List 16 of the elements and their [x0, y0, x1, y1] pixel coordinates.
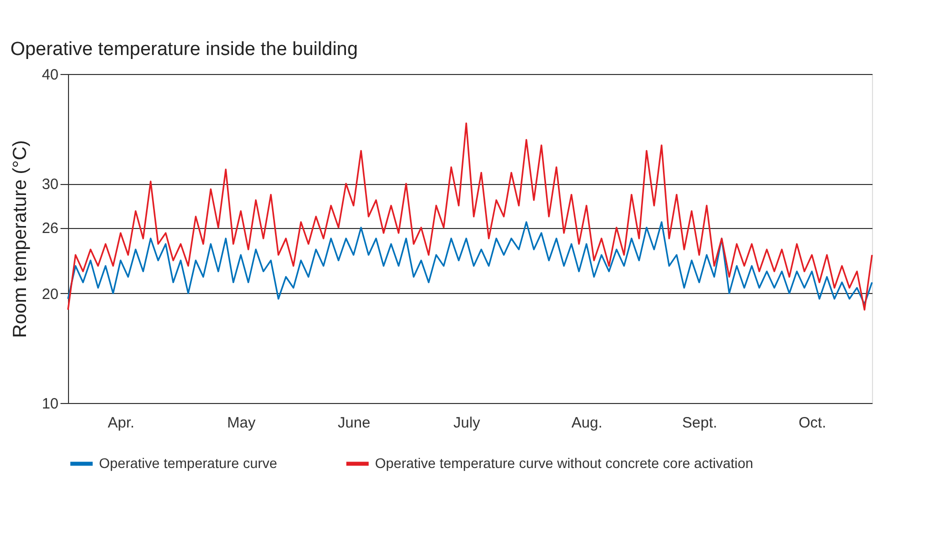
- x-tick-label: Sept.: [682, 414, 718, 432]
- chart-title: Operative temperature inside the building: [10, 39, 358, 60]
- x-tick-label: May: [227, 414, 256, 432]
- y-axis-title: Room temperature (°C): [10, 140, 31, 338]
- legend-label: Operative temperature curve without concrete core activation: [375, 454, 754, 471]
- y-tick-label: 20: [42, 286, 58, 303]
- y-tick-label: 30: [42, 176, 58, 194]
- y-tick-label: 26: [42, 220, 58, 238]
- x-tick-label: Oct.: [798, 414, 826, 432]
- x-tick-label: June: [338, 414, 370, 432]
- x-tick-label: Aug.: [572, 414, 602, 432]
- legend-label: Operative temperature curve: [99, 454, 278, 471]
- y-tick-label: 40: [42, 66, 58, 84]
- x-tick-label: Apr.: [108, 414, 134, 432]
- y-tick-label: 10: [42, 396, 58, 412]
- x-tick-label: July: [453, 414, 481, 432]
